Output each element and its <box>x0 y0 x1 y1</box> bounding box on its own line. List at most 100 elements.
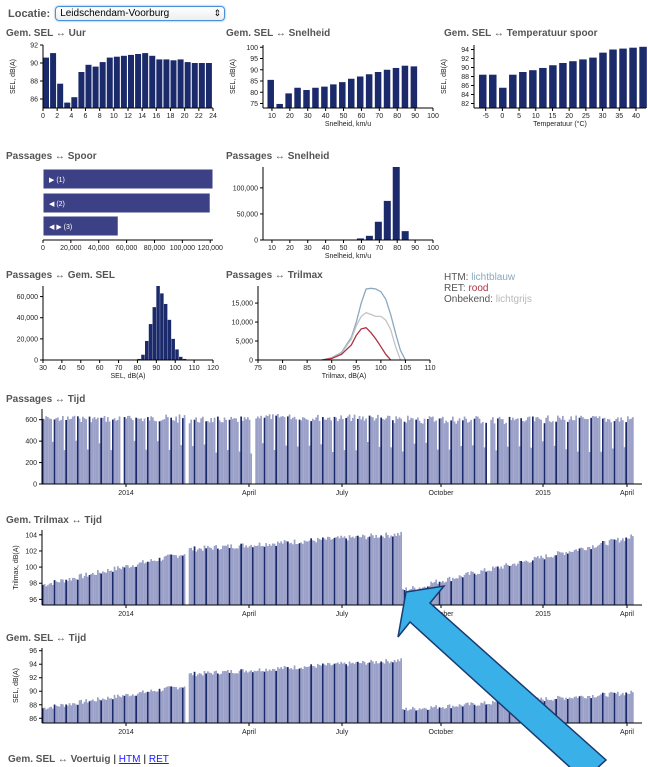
bar <box>130 566 132 605</box>
bar <box>383 663 386 723</box>
bar <box>630 534 632 605</box>
bar <box>240 669 242 723</box>
x-tick-label: 40 <box>58 365 66 372</box>
bar <box>300 420 302 484</box>
bar <box>478 418 481 484</box>
bar <box>287 541 289 605</box>
chart-passages-trilmax-xlabel: Trilmax, dB(A) <box>322 373 366 380</box>
link-htm[interactable]: HTM <box>118 754 141 765</box>
bar <box>382 662 384 723</box>
link-ret[interactable]: RET <box>148 754 169 765</box>
bar <box>317 663 319 723</box>
footer: Gem. SEL ↔ Voertuig | HTM | RET <box>8 754 169 765</box>
bar <box>218 549 221 605</box>
bar <box>425 587 427 605</box>
bar <box>352 536 354 605</box>
bar <box>257 416 259 484</box>
bar <box>532 416 534 484</box>
bar <box>270 545 272 605</box>
bar <box>587 696 589 723</box>
x-tick-label: 90 <box>328 365 336 372</box>
bar <box>543 559 546 605</box>
bar <box>288 414 291 484</box>
bar <box>450 581 452 605</box>
bar <box>523 421 526 484</box>
bar <box>523 700 526 723</box>
x-tick-label: 50 <box>77 365 85 372</box>
bar <box>497 418 499 484</box>
bar <box>135 566 137 605</box>
bar <box>140 692 142 723</box>
bar <box>612 539 614 605</box>
bar <box>465 703 467 723</box>
bar <box>338 664 341 723</box>
chart-passages-snelheid-title: Passages ↔ Snelheid <box>226 151 330 162</box>
bar <box>620 417 622 484</box>
bar <box>522 561 524 605</box>
bar <box>45 586 47 605</box>
bar <box>130 418 132 484</box>
bar <box>282 668 284 723</box>
x-tick-label: 4 <box>69 113 73 120</box>
bar <box>71 97 78 108</box>
bar <box>112 571 114 605</box>
bar <box>352 417 354 484</box>
bar <box>620 694 622 723</box>
bar <box>433 706 436 723</box>
bar <box>572 551 574 605</box>
bar <box>430 581 432 605</box>
bar <box>310 538 312 605</box>
legend-onb-value: lichtgrijs <box>495 294 532 305</box>
chart-passages-sel: 0 20,000 40,000 60,000 30 40 50 60 70 80 90 100 110 1… <box>17 286 219 380</box>
bar <box>453 706 456 723</box>
bar <box>435 705 437 723</box>
bar <box>294 87 301 108</box>
bar <box>112 419 114 484</box>
bar <box>488 704 491 723</box>
bar <box>462 706 464 723</box>
y-tick-label: 90 <box>30 61 38 68</box>
x-tick-label: 80 <box>393 113 401 120</box>
bar <box>530 447 532 484</box>
bar <box>50 53 57 108</box>
x-tick-label: 60 <box>358 113 366 120</box>
bar <box>190 419 192 484</box>
location-select[interactable]: Leidschendam-Voorburg ⇕ <box>55 6 226 21</box>
bar <box>453 578 456 605</box>
bar <box>133 440 136 484</box>
bar <box>362 534 364 605</box>
bar <box>133 695 136 723</box>
bar <box>458 418 461 484</box>
bar <box>238 545 241 605</box>
bar <box>427 586 429 605</box>
bar <box>152 307 157 360</box>
y-tick-label: 90 <box>250 67 258 74</box>
bar <box>72 703 74 723</box>
bar <box>512 563 514 605</box>
bar <box>497 566 499 605</box>
bar <box>53 704 56 723</box>
bar <box>410 417 412 484</box>
bar <box>110 450 112 484</box>
bar <box>77 579 79 605</box>
bar <box>298 668 301 723</box>
bar <box>583 550 586 605</box>
bar <box>518 560 521 605</box>
bar <box>619 48 627 108</box>
bar <box>317 537 319 605</box>
bar <box>422 423 424 484</box>
bar <box>628 419 631 484</box>
bar <box>592 416 594 484</box>
x-tick-label: July <box>336 611 349 618</box>
bar <box>332 664 334 723</box>
bar <box>70 580 72 605</box>
bar <box>205 63 212 108</box>
bar <box>483 701 486 723</box>
bar <box>505 563 507 605</box>
bar <box>356 238 364 240</box>
bar <box>255 671 257 723</box>
bar <box>415 419 417 484</box>
bar <box>48 707 51 723</box>
chart-passages-trilmax-title: Passages ↔ Trilmax <box>226 270 323 281</box>
bar <box>343 662 346 723</box>
